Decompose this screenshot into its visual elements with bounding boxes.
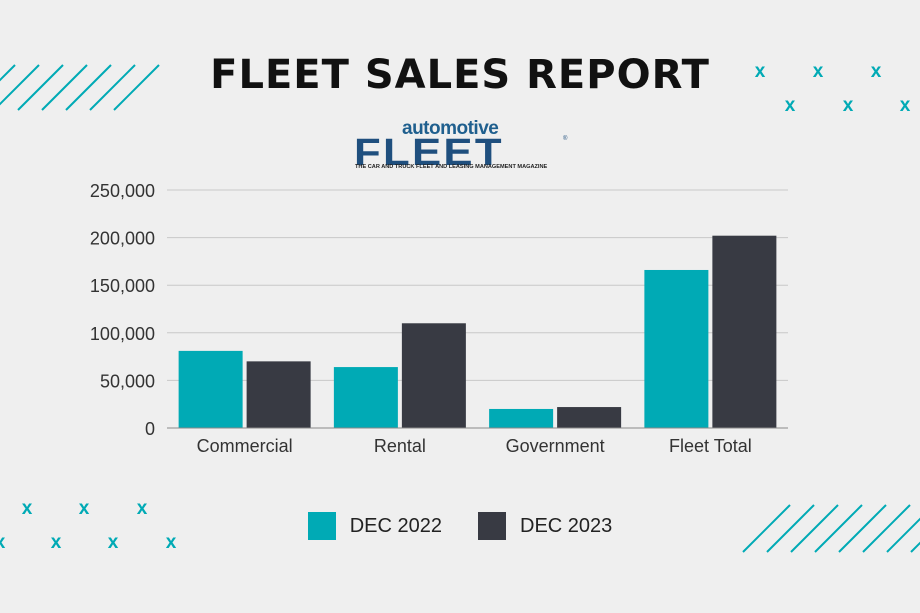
legend-item-dec-2023: DEC 2023 [478, 512, 612, 540]
x-mark: x [166, 532, 177, 553]
logo-big-text: FLEET [354, 132, 504, 174]
bar-dec-2023 [557, 407, 622, 428]
stripe [742, 504, 791, 553]
y-tick-label: 100,000 [90, 324, 155, 344]
x-tick-label: Rental [374, 436, 426, 456]
bar-dec-2023 [401, 323, 466, 428]
x-mark: x [755, 61, 766, 82]
logo-registered-mark: ® [563, 136, 568, 142]
stripe [0, 64, 40, 106]
legend-label-dec-2023: DEC 2023 [520, 514, 613, 537]
legend-item-dec-2022: DEC 2022 [307, 512, 442, 540]
x-mark: x [785, 95, 796, 116]
x-mark: x [22, 498, 33, 519]
x-tick-label: Fleet Total [669, 436, 752, 456]
x-marks-top-right: x x xx x x [755, 61, 911, 116]
x-mark: x [843, 95, 854, 116]
stripe [886, 517, 920, 553]
x-mark: x [137, 498, 148, 519]
y-tick-label: 150,000 [90, 276, 155, 296]
report-title: FLEET SALES REPORT [210, 52, 710, 98]
stripes-top-left [0, 64, 160, 111]
x-mark: x [108, 532, 119, 553]
stripe [814, 504, 863, 553]
automotive-fleet-logo: automotive FLEET ® THE CAR AND TRUCK FLE… [354, 118, 569, 176]
x-tick-label: Government [506, 436, 605, 456]
logo-tagline: THE CAR AND TRUCK FLEET AND LEASING MANA… [355, 164, 548, 170]
chart-legend: DEC 2022 DEC 2023 [0, 512, 920, 540]
stripe [862, 504, 911, 553]
bar-dec-2022 [178, 350, 243, 428]
stripe [113, 64, 160, 111]
y-tick-label: 50,000 [100, 371, 155, 391]
y-tick-label: 0 [145, 419, 155, 439]
bar-dec-2022 [333, 367, 398, 428]
bar-dec-2022 [644, 269, 709, 428]
stripe [790, 504, 839, 553]
stripe [17, 64, 64, 111]
y-tick-label: 250,000 [90, 181, 155, 201]
x-mark: x [900, 95, 911, 116]
stripe [838, 504, 887, 553]
x-mark: x [871, 61, 882, 82]
logo-small-text: automotive [402, 118, 499, 139]
x-mark: x [79, 498, 90, 519]
bar-dec-2022 [489, 408, 554, 428]
x-mark: x [813, 61, 824, 82]
stripes-bottom-right [742, 504, 920, 553]
x-tick-label: Commercial [197, 436, 293, 456]
stripe [89, 64, 136, 111]
legend-swatch-dec-2022 [307, 512, 336, 540]
stripe [65, 64, 112, 111]
stripe [41, 64, 88, 111]
stripe [766, 504, 815, 553]
legend-swatch-dec-2023 [478, 512, 506, 540]
bar-dec-2023 [246, 361, 311, 428]
bar-dec-2023 [712, 235, 777, 428]
x-mark: x [0, 532, 6, 553]
legend-label-dec-2022: DEC 2022 [349, 514, 442, 537]
y-tick-label: 200,000 [90, 229, 155, 249]
stripe [0, 64, 16, 82]
x-mark: x [51, 532, 62, 553]
stripe [910, 541, 920, 553]
